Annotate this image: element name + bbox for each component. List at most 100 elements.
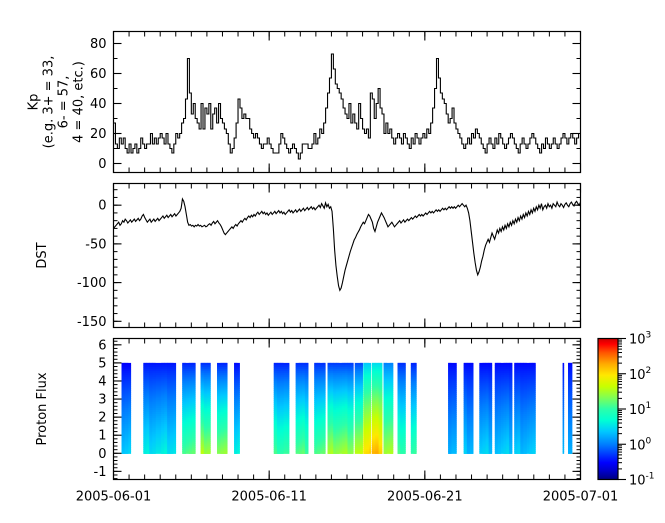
- proton-cell: [143, 421, 177, 425]
- proton-cell: [509, 370, 513, 374]
- proton-cell: [121, 429, 126, 433]
- proton-cell: [347, 402, 351, 405]
- proton-cell: [322, 372, 326, 376]
- proton-cell: [509, 362, 513, 366]
- proton-cell: [314, 435, 318, 439]
- proton-cell: [336, 423, 340, 427]
- proton-cell: [383, 372, 388, 376]
- proton-cell: [371, 400, 376, 403]
- proton-cell: [485, 368, 490, 372]
- proton-cell: [314, 378, 318, 382]
- proton-cell: [514, 447, 518, 450]
- proton-cell: [304, 364, 309, 368]
- proton-cell: [363, 378, 367, 382]
- proton-cell: [220, 388, 225, 392]
- proton-cell: [410, 404, 417, 407]
- proton-cell: [143, 368, 147, 372]
- proton-cell: [568, 394, 573, 397]
- proton-cell: [341, 413, 346, 417]
- proton-cell: [234, 372, 238, 376]
- proton-cell: [466, 408, 471, 411]
- proton-cell: [466, 364, 471, 368]
- proton-cell: [402, 394, 406, 397]
- proton-cell: [463, 412, 468, 415]
- proton-cell: [383, 376, 393, 380]
- proton-cell: [448, 449, 452, 452]
- proton-cell: [350, 398, 354, 401]
- proton-cell: [304, 437, 309, 441]
- proton-cell: [143, 400, 147, 403]
- proton-cell: [164, 392, 168, 395]
- proton-cell: [203, 427, 208, 431]
- proton-cell: [347, 451, 351, 454]
- proton-cell: [322, 386, 326, 390]
- proton-cell: [167, 362, 171, 366]
- proton-cell: [448, 412, 452, 415]
- proton-cell: [350, 410, 354, 413]
- proton-cell: [121, 382, 126, 386]
- proton-cell: [347, 421, 351, 425]
- proton-cell: [280, 421, 284, 425]
- proton-cell: [322, 366, 326, 370]
- proton-cell: [273, 427, 278, 431]
- proton-cell: [280, 402, 284, 405]
- proton-cell: [341, 382, 346, 386]
- proton-cell: [164, 441, 168, 445]
- proton-cell: [378, 437, 383, 441]
- proton-cell: [121, 447, 126, 450]
- proton-cell: [121, 449, 126, 452]
- proton-cell: [494, 394, 499, 397]
- proton-cell: [359, 374, 363, 378]
- proton-cell: [170, 392, 174, 395]
- proton-cell: [503, 425, 507, 429]
- proton-cell: [182, 386, 186, 390]
- proton-cell: [298, 417, 303, 421]
- proton-cell: [469, 449, 474, 452]
- proton-cell: [304, 451, 309, 454]
- proton-cell: [448, 427, 452, 431]
- proton-cell: [149, 439, 153, 443]
- proton-cell: [463, 415, 468, 419]
- proton-cell: [448, 368, 457, 372]
- proton-cell: [354, 415, 363, 419]
- proton-cell: [220, 427, 225, 431]
- proton-cell: [371, 431, 376, 435]
- proton-cell: [517, 392, 521, 395]
- proton-cell: [149, 410, 153, 413]
- proton-cell: [506, 427, 510, 431]
- proton-cell: [327, 449, 354, 452]
- proton-cell: [354, 406, 363, 409]
- proton-cell: [562, 362, 565, 366]
- proton-cell: [234, 410, 238, 413]
- proton-cell: [161, 386, 165, 390]
- proton-cell: [322, 384, 326, 388]
- proton-cell: [562, 412, 565, 415]
- proton-cell: [397, 421, 401, 425]
- proton-cell: [463, 421, 468, 425]
- proton-cell: [347, 423, 351, 427]
- proton-cell: [410, 374, 417, 378]
- proton-cell: [413, 392, 417, 395]
- proton-cell: [482, 408, 486, 411]
- proton-cell: [220, 421, 225, 425]
- proton-cell: [149, 431, 153, 435]
- proton-cell: [494, 384, 499, 388]
- proton-cell: [494, 413, 499, 417]
- proton-cell: [354, 439, 363, 443]
- proton-cell: [517, 378, 521, 382]
- proton-cell: [207, 386, 211, 390]
- proton-cell: [220, 400, 225, 403]
- proton-cell: [200, 423, 205, 427]
- proton-cell: [276, 382, 281, 386]
- proton-cell: [359, 433, 363, 437]
- proton-cell: [333, 372, 337, 376]
- proton-cell: [167, 400, 171, 403]
- proton-cell: [503, 445, 507, 448]
- proton-cell: [149, 390, 153, 393]
- proton-cell: [344, 402, 348, 405]
- proton-cell: [149, 443, 153, 447]
- proton-cell: [378, 386, 383, 390]
- proton-cell: [463, 366, 468, 370]
- proton-cell: [347, 392, 351, 395]
- proton-cell: [363, 451, 367, 454]
